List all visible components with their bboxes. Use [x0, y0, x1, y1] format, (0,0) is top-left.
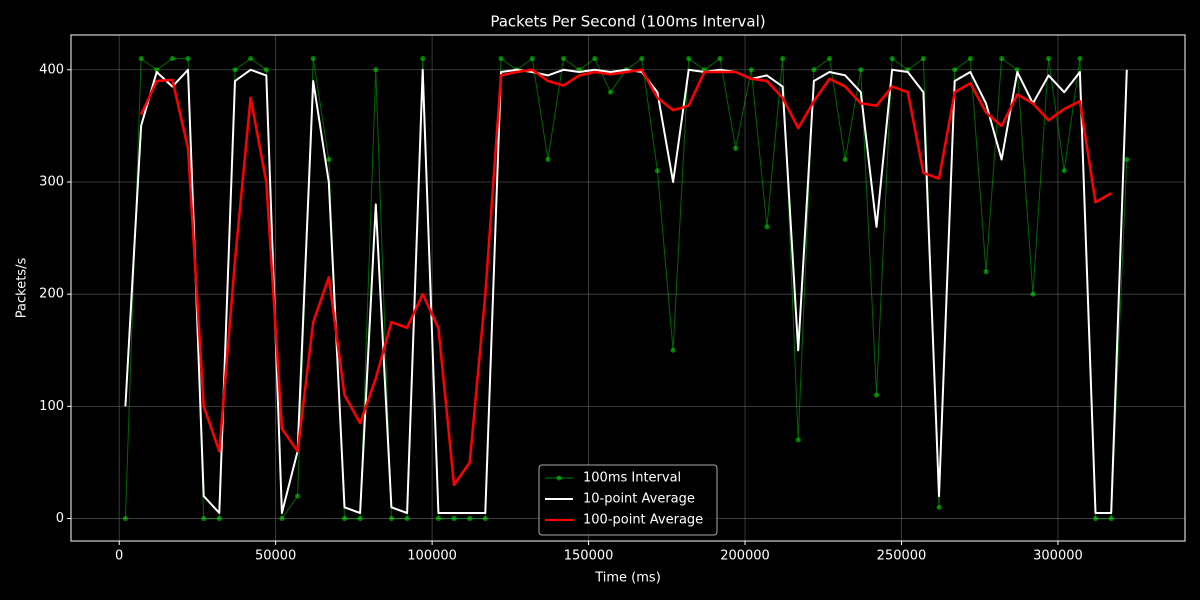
- data-point: [357, 516, 363, 522]
- data-point: [373, 67, 379, 73]
- data-point: [654, 168, 660, 174]
- data-point: [1046, 56, 1052, 62]
- data-point: [451, 516, 457, 522]
- data-point: [748, 67, 754, 73]
- x-tick-label: 0: [115, 549, 123, 564]
- data-point: [498, 56, 504, 62]
- plot-frame: [70, 34, 1186, 542]
- data-point: [889, 56, 895, 62]
- data-point: [310, 56, 316, 62]
- y-tick-label: 300: [39, 174, 64, 189]
- x-tick-label: 150000: [564, 549, 614, 564]
- x-tick-label: 100000: [407, 549, 457, 564]
- data-point: [795, 437, 801, 443]
- data-point: [326, 157, 332, 163]
- data-point: [341, 516, 347, 522]
- data-point: [999, 56, 1005, 62]
- data-point: [1093, 516, 1099, 522]
- data-point: [764, 224, 770, 230]
- data-point: [216, 516, 222, 522]
- x-axis-label: Time (ms): [594, 571, 661, 586]
- data-point: [482, 516, 488, 522]
- data-point: [545, 157, 551, 163]
- data-point: [873, 392, 879, 398]
- data-point: [467, 516, 473, 522]
- data-point: [920, 56, 926, 62]
- data-point: [248, 56, 254, 62]
- data-point: [842, 157, 848, 163]
- x-tick-label: 50000: [255, 549, 296, 564]
- data-point: [1030, 291, 1036, 297]
- data-point: [279, 516, 285, 522]
- series-line: [139, 68, 1112, 487]
- data-point: [138, 56, 144, 62]
- data-point: [404, 516, 410, 522]
- x-tick-label: 200000: [720, 549, 770, 564]
- data-point: [670, 347, 676, 353]
- legend-marker: [556, 475, 562, 481]
- data-point: [154, 67, 160, 73]
- data-point: [1014, 67, 1020, 73]
- data-point: [561, 56, 567, 62]
- data-point: [232, 67, 238, 73]
- data-point: [201, 516, 207, 522]
- data-point: [1077, 56, 1083, 62]
- data-point: [639, 56, 645, 62]
- series-line: [124, 68, 1128, 514]
- y-tick-label: 200: [39, 287, 64, 302]
- data-point: [858, 67, 864, 73]
- data-point: [185, 56, 191, 62]
- data-point: [607, 89, 613, 95]
- data-point: [686, 56, 692, 62]
- data-point: [780, 56, 786, 62]
- y-axis-label: Packets/s: [15, 258, 30, 319]
- y-tick-label: 100: [39, 399, 64, 414]
- data-point: [733, 145, 739, 151]
- data-point: [388, 516, 394, 522]
- data-point: [717, 56, 723, 62]
- data-point: [592, 56, 598, 62]
- legend-box: [538, 464, 718, 536]
- data-point: [122, 516, 128, 522]
- legend-label: 100-point Average: [583, 513, 703, 528]
- data-point: [1124, 157, 1130, 163]
- data-point: [529, 56, 535, 62]
- data-point: [1108, 516, 1114, 522]
- data-point: [811, 67, 817, 73]
- x-tick-label: 250000: [877, 549, 927, 564]
- data-point: [967, 56, 973, 62]
- data-point: [1061, 168, 1067, 174]
- data-point: [263, 67, 269, 73]
- data-point: [420, 56, 426, 62]
- legend: 100ms Interval 10-point Average 100-point …: [538, 464, 718, 536]
- data-point: [295, 493, 301, 499]
- legend-label: 100ms Interval: [583, 471, 681, 486]
- data-point: [936, 504, 942, 510]
- data-point: [435, 516, 441, 522]
- data-point: [827, 56, 833, 62]
- y-tick-label: 0: [56, 511, 64, 526]
- y-tick-label: 400: [39, 62, 64, 77]
- legend-label: 10-point Average: [583, 492, 695, 507]
- x-tick-label: 300000: [1033, 549, 1083, 564]
- data-point: [169, 56, 175, 62]
- data-point: [952, 67, 958, 73]
- data-point: [983, 269, 989, 275]
- chart-title: Packets Per Second (100ms Interval): [490, 13, 765, 31]
